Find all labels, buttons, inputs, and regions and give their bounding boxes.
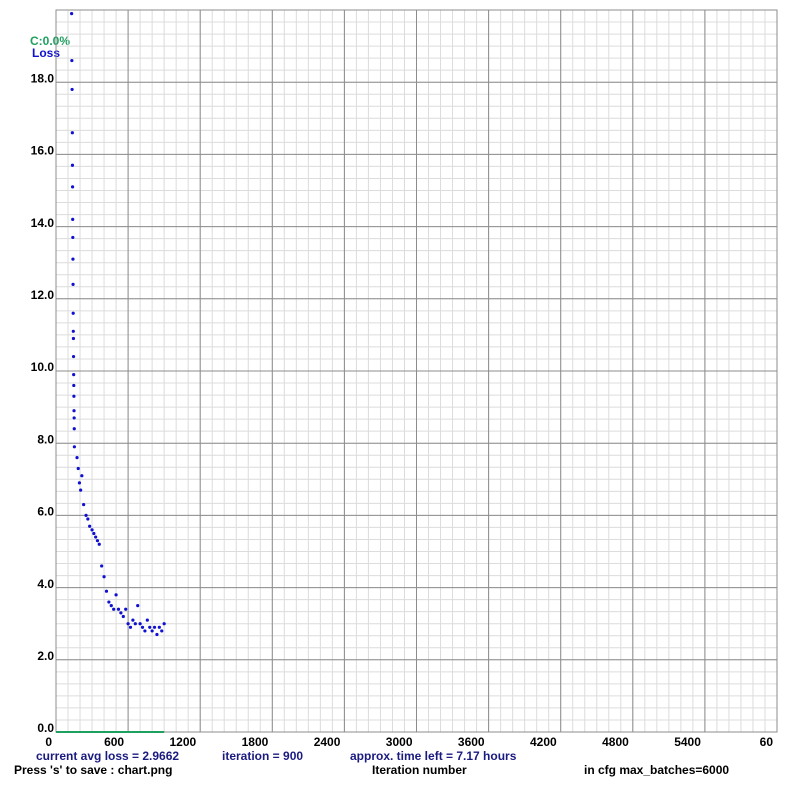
legend-loss: Loss [32,46,60,60]
loss-point [152,625,157,629]
loss-point [70,131,74,135]
x-tick-label: 3000 [386,735,413,749]
loss-point [71,235,75,240]
loss-point [131,618,135,622]
loss-point [157,625,161,629]
loss-point [150,629,154,633]
max-batches: in cfg max_batches=6000 [584,763,729,777]
x-tick-label: 4200 [530,735,557,749]
legend-accuracy: C:0.0% [30,34,70,48]
loss-point [71,282,75,286]
y-tick-label: 10.0 [31,360,55,374]
x-tick-label: 2400 [314,735,341,749]
loss-point [84,513,88,518]
loss-point [72,416,76,420]
loss-point [70,58,74,63]
status-time: approx. time left = 7.17 hours [350,749,517,763]
loss-point [124,607,128,611]
loss-point [109,604,113,608]
loss-point [72,427,76,431]
y-tick-label: 16.0 [31,144,55,158]
loss-point [116,607,121,611]
status-loss: current avg loss = 2.9662 [36,749,179,763]
loss-point [121,614,125,619]
loss-point [107,600,111,604]
x-tick-label: 0 [45,735,52,749]
loss-point [102,575,106,579]
loss-point [148,625,152,629]
loss-point [76,466,80,471]
loss-point [160,629,164,633]
loss-point [100,564,104,568]
loss-point [104,589,109,593]
loss-point [162,622,166,626]
loss-point [140,625,145,629]
loss-point [72,409,76,413]
loss-point [72,445,76,449]
loss-point [86,517,90,521]
x-tick-label: 4800 [602,735,629,749]
loss-point [82,502,86,507]
loss-point [114,593,118,597]
loss-point [80,474,84,478]
loss-point [94,535,98,539]
x-tick-label: 3600 [458,735,485,749]
loss-point [97,542,101,546]
save-hint: Press 's' to save : chart.png [14,763,172,777]
loss-point [77,481,82,485]
x-tick-label: 5400 [674,735,701,749]
loss-point [71,217,75,221]
loss-point [70,163,75,167]
loss-point [71,257,75,261]
x-tick-label: 1200 [169,735,196,749]
loss-point [143,629,147,633]
x-axis-title: Iteration number [372,763,467,777]
loss-point [95,539,100,543]
y-tick-label: 6.0 [37,505,54,519]
loss-point [72,394,76,398]
loss-point [70,87,74,92]
loss-point [90,528,94,532]
loss-point [71,329,75,333]
loss-point [88,524,92,528]
loss-point [71,311,75,315]
y-tick-label: 0.0 [37,721,54,735]
loss-point [119,611,123,615]
x-tick-label: 600 [104,735,124,749]
loss-point [138,622,142,626]
y-tick-label: 18.0 [31,71,55,85]
y-tick-label: 12.0 [31,288,55,302]
loss-point [128,625,133,629]
loss-point [71,354,76,359]
loss-point [75,456,79,460]
loss-point [72,383,76,388]
y-tick-label: 14.0 [31,216,55,230]
loss-point [155,632,159,637]
loss-point [126,622,130,626]
loss-point [70,12,74,16]
plot-frame [55,9,778,733]
loss-point [133,622,137,626]
loss-point [72,373,76,377]
y-tick-label: 8.0 [37,432,54,446]
y-tick-label: 2.0 [37,649,54,663]
loss-point [136,604,140,608]
status-iteration: iteration = 900 [222,749,303,763]
x-tick-label: 1800 [242,735,269,749]
loss-point [79,488,83,492]
y-tick-label: 4.0 [37,577,54,591]
loss-point [71,336,76,341]
loss-point [92,531,96,536]
loss-point [145,618,149,622]
loss-point [70,185,75,189]
loss-point [112,607,116,611]
x-tick-label: 60 [760,735,774,749]
